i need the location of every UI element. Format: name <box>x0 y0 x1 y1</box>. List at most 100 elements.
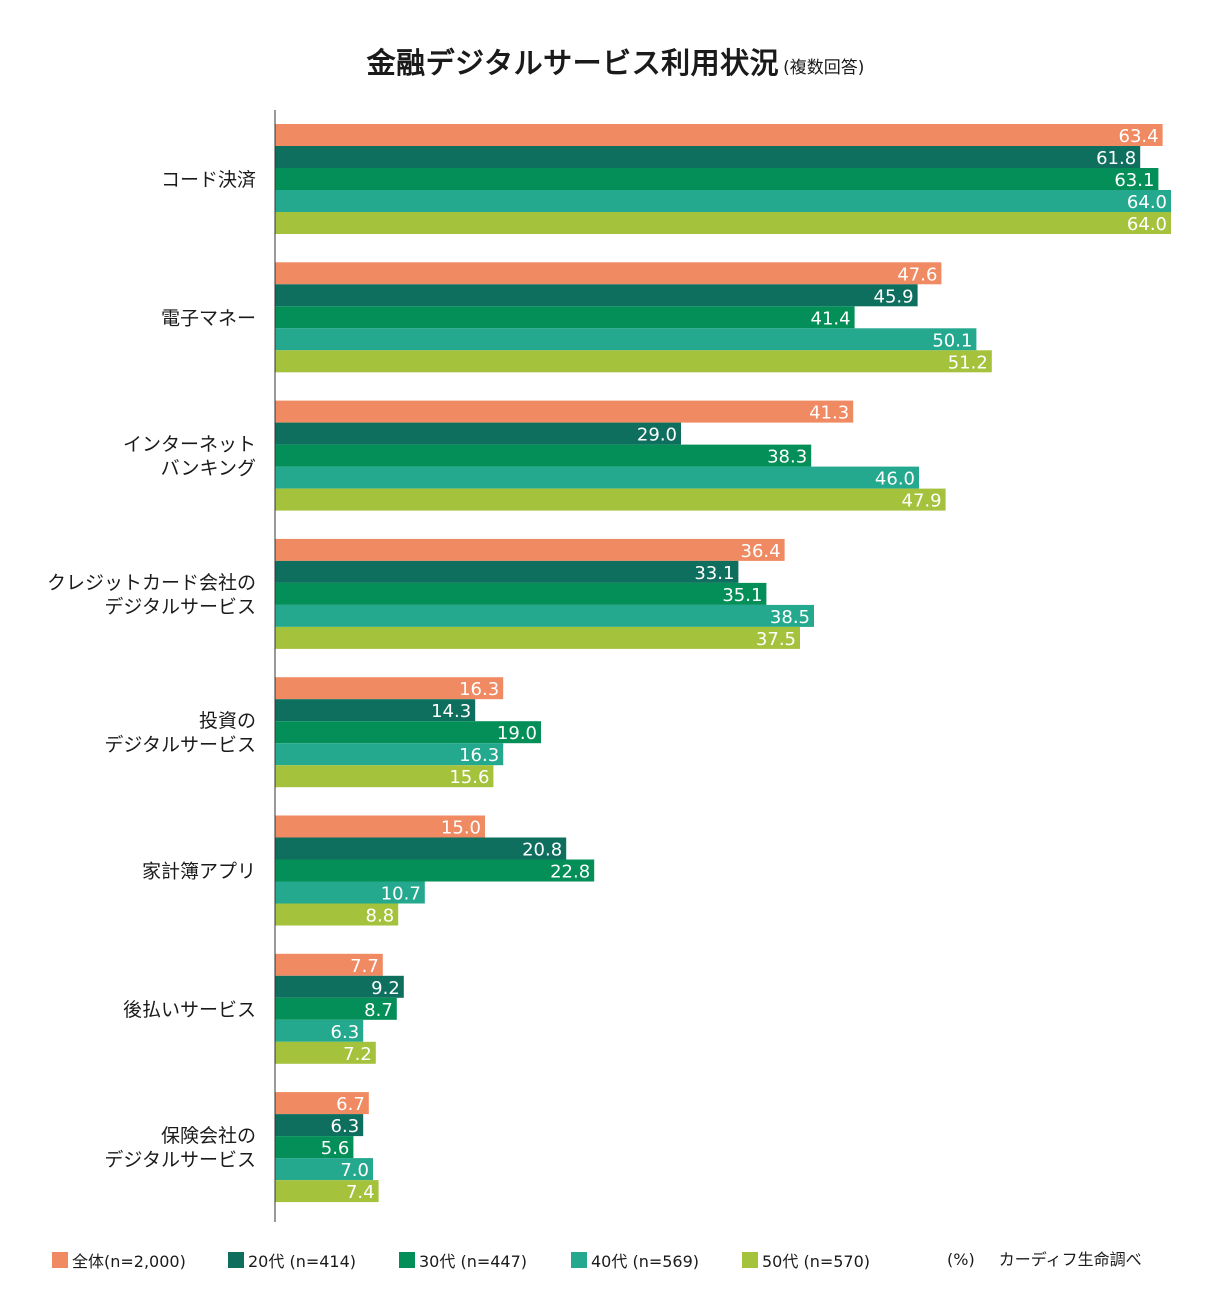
bar <box>275 168 1159 190</box>
data-label: 8.7 <box>364 1000 393 1021</box>
source-label: カーディフ生命調べ <box>998 1250 1142 1269</box>
bar <box>275 212 1171 234</box>
bar <box>275 604 814 627</box>
data-label: 61.8 <box>1096 148 1136 169</box>
bar <box>275 677 504 700</box>
category-label: 投資の <box>199 710 256 732</box>
chart-title: 金融デジタルサービス利用状況 (複数回答) <box>0 40 1231 82</box>
data-label: 47.9 <box>902 491 942 512</box>
bar <box>275 400 854 423</box>
legend-item: 20代 (n=414) <box>228 1249 356 1271</box>
legend-label: 40代 (n=569) <box>591 1252 700 1271</box>
chart-subtitle: (複数回答) <box>783 58 865 78</box>
bar <box>275 328 977 351</box>
bar <box>275 444 812 467</box>
bar <box>275 626 800 649</box>
bar <box>275 262 942 285</box>
legend-label: 20代 (n=414) <box>248 1252 357 1271</box>
data-label: 36.4 <box>741 541 781 562</box>
bar <box>275 124 1163 146</box>
data-label: 15.0 <box>441 818 481 839</box>
bar <box>275 953 383 976</box>
data-label: 6.3 <box>331 1116 360 1137</box>
legend-item: 全体(n=2,000) <box>52 1249 186 1271</box>
bar <box>275 815 485 838</box>
data-label: 51.2 <box>948 352 988 373</box>
bar <box>275 284 918 307</box>
legend-label: 全体(n=2,000) <box>72 1252 186 1271</box>
category-label: コード決済 <box>161 169 256 191</box>
legend-label: 50代 (n=570) <box>762 1252 871 1271</box>
data-label: 35.1 <box>722 585 762 606</box>
bar <box>275 1136 354 1159</box>
data-label: 14.3 <box>431 701 471 722</box>
bar <box>275 975 404 998</box>
bar <box>275 837 567 860</box>
data-label: 64.0 <box>1127 214 1167 235</box>
legend-item: 40代 (n=569) <box>571 1249 699 1271</box>
data-label: 15.6 <box>449 767 489 788</box>
legend-label: 30代 (n=447) <box>419 1252 528 1271</box>
data-label: 46.0 <box>875 469 915 490</box>
data-label: 20.8 <box>522 840 562 861</box>
bar <box>275 859 595 882</box>
bar <box>275 190 1171 212</box>
unit-and-source: (%) カーディフ生命調べ <box>947 1249 1142 1271</box>
data-label: 50.1 <box>932 330 972 351</box>
data-label: 7.0 <box>340 1160 369 1181</box>
bar <box>275 560 739 583</box>
data-label: 38.3 <box>767 447 807 468</box>
chart-title-main: 金融デジタルサービス利用状況 <box>366 46 780 80</box>
data-label: 41.4 <box>811 308 851 329</box>
legend-swatch <box>742 1252 758 1268</box>
legend-swatch <box>228 1252 244 1268</box>
category-label: 電子マネー <box>161 307 256 329</box>
data-label: 45.9 <box>874 286 914 307</box>
data-label: 38.5 <box>770 607 810 628</box>
data-label: 16.3 <box>459 745 499 766</box>
bar <box>275 488 946 511</box>
bar <box>275 743 504 766</box>
bar <box>275 997 397 1020</box>
category-label: インターネット <box>123 434 256 456</box>
bar <box>275 306 855 329</box>
bar <box>275 1158 373 1181</box>
category-label: デジタルサービス <box>104 1149 256 1171</box>
bar <box>275 582 767 605</box>
bar <box>275 1041 376 1064</box>
bar <box>275 881 425 904</box>
data-label: 5.6 <box>321 1138 350 1159</box>
category-label: バンキング <box>161 458 256 480</box>
category-label: 後払いサービス <box>123 999 256 1021</box>
data-label: 7.7 <box>350 956 379 977</box>
bar <box>275 903 399 926</box>
legend-swatch <box>571 1252 587 1268</box>
bar <box>275 466 919 489</box>
category-label: 保険会社の <box>161 1125 256 1147</box>
category-label: デジタルサービス <box>104 596 256 618</box>
data-label: 33.1 <box>694 563 734 584</box>
bar <box>275 765 494 788</box>
data-label: 22.8 <box>550 862 590 883</box>
bar <box>275 1092 369 1115</box>
bar <box>275 538 785 561</box>
data-label: 8.8 <box>366 906 395 927</box>
data-label: 41.3 <box>809 403 849 424</box>
bar <box>275 721 541 744</box>
data-label: 16.3 <box>459 679 499 700</box>
bar <box>275 1019 364 1042</box>
data-label: 6.3 <box>331 1022 360 1043</box>
bar <box>275 1114 364 1137</box>
legend-swatch <box>399 1252 415 1268</box>
legend-item: 50代 (n=570) <box>742 1249 870 1271</box>
data-label: 19.0 <box>497 723 537 744</box>
bar <box>275 1180 379 1203</box>
legend: 全体(n=2,000) 20代 (n=414) 30代 (n=447) 40代 (n=… <box>52 1249 1192 1273</box>
data-label: 7.2 <box>343 1044 372 1065</box>
data-label: 64.0 <box>1127 192 1167 213</box>
legend-swatch <box>52 1252 68 1268</box>
bar <box>275 422 681 445</box>
bar <box>275 146 1141 168</box>
data-label: 29.0 <box>637 425 677 446</box>
data-label: 9.2 <box>371 978 400 999</box>
